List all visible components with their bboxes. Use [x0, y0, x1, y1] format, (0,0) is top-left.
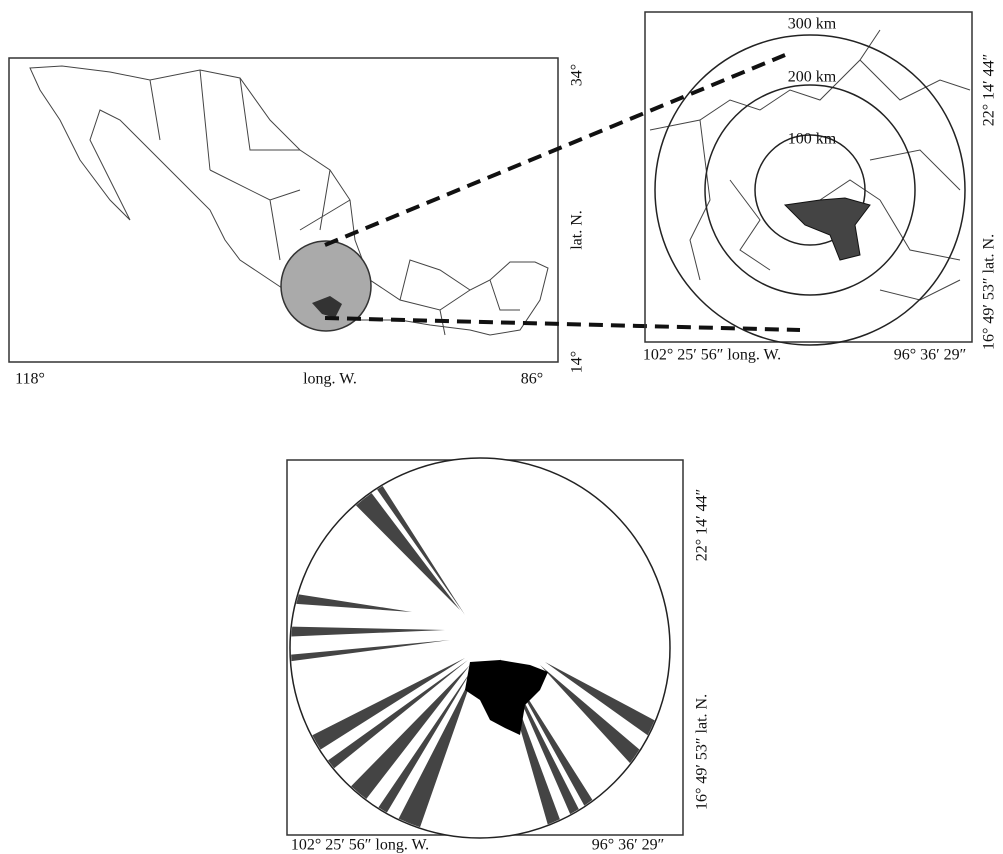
y-label: 22° 14′ 44″: [694, 489, 711, 562]
ring-label: 200 km: [788, 69, 837, 86]
ring-label: 300 km: [788, 16, 837, 33]
figure: 118° long. W. 86° 14° lat. N. 34° 300 km…: [0, 0, 1003, 854]
viewshed-circle: [290, 458, 670, 838]
x-label: long. W.: [303, 371, 357, 388]
ring: [705, 85, 915, 295]
y-label: 16° 49′ 53″ lat. N.: [981, 234, 998, 350]
x-label: 118°: [15, 371, 45, 388]
connector: [325, 318, 800, 330]
y-label: 22° 14′ 44″: [981, 54, 998, 127]
connector: [325, 55, 785, 245]
map-frame: [9, 58, 558, 362]
y-label: 16° 49′ 53″ lat. N.: [694, 694, 711, 810]
x-label: 102° 25′ 56″ long. W.: [643, 347, 781, 364]
y-label: 34°: [569, 64, 586, 86]
x-label: 96° 36′ 29″: [592, 837, 665, 854]
x-label: 102° 25′ 56″ long. W.: [291, 837, 429, 854]
x-label: 96° 36′ 29″: [894, 347, 967, 364]
ring-label: 100 km: [788, 131, 837, 148]
y-label: lat. N.: [569, 210, 586, 250]
y-label: 14°: [569, 351, 586, 373]
study-state: [785, 198, 870, 260]
x-label: 86°: [521, 371, 543, 388]
